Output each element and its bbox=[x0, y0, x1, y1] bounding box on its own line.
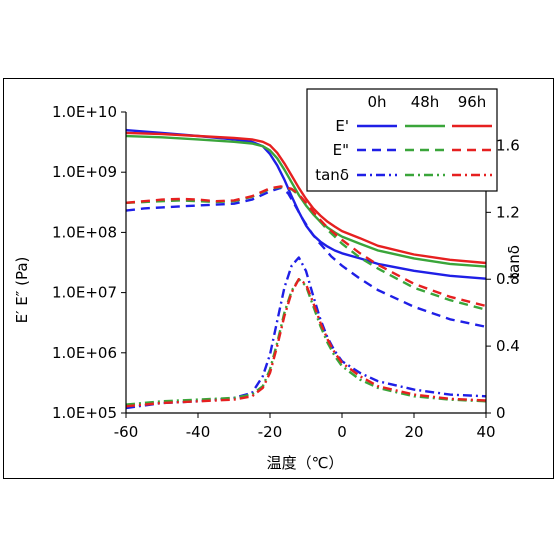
x-tick-label: -60 bbox=[114, 423, 139, 441]
series-line-8 bbox=[125, 278, 487, 408]
y-axis-left-label: E′ E″ (Pa) bbox=[13, 257, 31, 324]
legend-column-label: 48h bbox=[411, 93, 440, 111]
y-right-tick-label: 0.8 bbox=[496, 270, 520, 288]
legend-column-label: 96h bbox=[458, 93, 487, 111]
x-tick-label: 20 bbox=[404, 423, 423, 441]
y-left-tick-label: 1.0E+10 bbox=[52, 103, 117, 121]
x-axis-label: 温度（℃） bbox=[267, 454, 344, 472]
x-tick-label: 0 bbox=[337, 423, 347, 441]
series-line-6 bbox=[125, 256, 487, 410]
y-axis-right-label: tanδ bbox=[505, 245, 523, 279]
series-line-3 bbox=[125, 186, 487, 328]
y-left-tick-label: 1.0E+07 bbox=[52, 284, 117, 302]
series-layer bbox=[125, 128, 487, 410]
y-right-tick-label: 1.2 bbox=[496, 203, 520, 221]
y-left-tick-label: 1.0E+06 bbox=[52, 344, 117, 362]
series-line-4 bbox=[125, 185, 487, 311]
series-line-5 bbox=[125, 185, 487, 308]
y-left-tick-label: 1.0E+09 bbox=[52, 163, 117, 181]
y-left-tick-label: 1.0E+05 bbox=[52, 404, 117, 422]
y-left-tick-label: 1.0E+08 bbox=[52, 223, 117, 241]
x-tick-label: -40 bbox=[186, 423, 211, 441]
y-right-tick-label: 1.6 bbox=[496, 136, 520, 154]
legend-row-label: E" bbox=[333, 141, 349, 159]
y-right-tick-label: 0.4 bbox=[496, 337, 520, 355]
series-line-2 bbox=[125, 131, 487, 265]
legend: 0h 48h 96h E' E" tanδ bbox=[306, 88, 498, 192]
legend-row-label: tanδ bbox=[315, 166, 349, 184]
legend-column-label: 0h bbox=[367, 93, 386, 111]
y-right-tick-label: 0 bbox=[496, 404, 506, 422]
x-tick-label: 40 bbox=[476, 423, 495, 441]
series-line-7 bbox=[125, 278, 487, 406]
x-tick-label: -20 bbox=[258, 423, 283, 441]
legend-row-label: E' bbox=[335, 117, 349, 135]
